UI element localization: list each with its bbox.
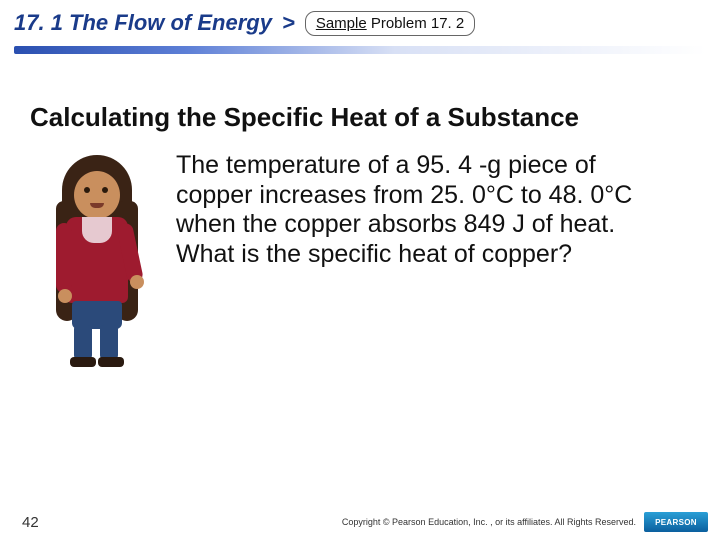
problem-title: Calculating the Specific Heat of a Subst…	[30, 102, 690, 133]
body-row: The temperature of a 95. 4 -g piece of c…	[30, 151, 690, 371]
footer-right: Copyright © Pearson Education, Inc. , or…	[342, 512, 708, 532]
avatar-illustration	[30, 151, 162, 371]
problem-number: Problem 17. 2	[371, 15, 464, 32]
slide-header: 17. 1 The Flow of Energy > Sample Proble…	[0, 0, 720, 42]
slide-footer: 42 Copyright © Pearson Education, Inc. ,…	[0, 512, 720, 532]
header-gradient-divider	[14, 46, 706, 54]
page-number: 42	[12, 514, 39, 531]
sample-problem-badge: Sample Problem 17. 2	[305, 11, 475, 36]
sample-word: Sample	[316, 15, 367, 32]
copyright-text: Copyright © Pearson Education, Inc. , or…	[342, 517, 636, 527]
breadcrumb-caret: >	[282, 10, 295, 36]
problem-body-text: The temperature of a 95. 4 -g piece of c…	[176, 151, 676, 269]
section-title: 17. 1 The Flow of Energy	[14, 10, 272, 36]
pearson-logo: PEARSON	[644, 512, 708, 532]
slide-content: Calculating the Specific Heat of a Subst…	[0, 54, 720, 371]
